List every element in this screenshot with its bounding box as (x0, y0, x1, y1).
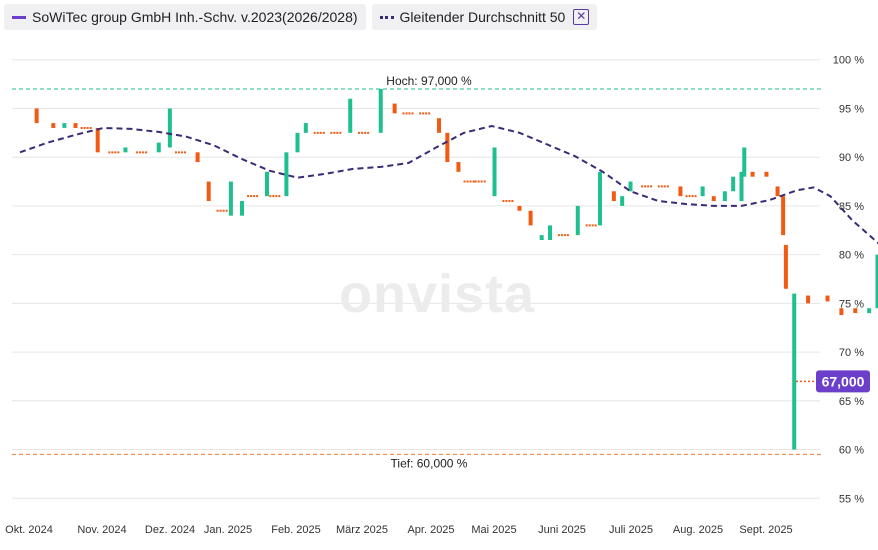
candle-down (853, 308, 858, 314)
candle-down (445, 132, 450, 163)
x-tick-label: Dez. 2024 (145, 524, 195, 536)
candle-up (700, 186, 705, 197)
candle-up (597, 171, 602, 226)
candle-down (825, 295, 830, 302)
instrument-label: SoWiTec group GmbH Inh.-Schv. v.2023(202… (32, 9, 358, 25)
candle-down (750, 171, 755, 177)
candle-up (875, 254, 878, 309)
candle-down (392, 103, 397, 114)
x-tick-label: Mai 2025 (471, 524, 516, 536)
last-price-value: 67,000 (822, 373, 865, 389)
candle-down (195, 152, 200, 163)
candle-up (739, 171, 744, 202)
x-tick-label: Feb. 2025 (271, 524, 321, 536)
candle-up (295, 132, 300, 153)
x-axis-labels: Okt. 2024 Nov. 2024 Dez. 2024 Jan. 2025 Feb.… (5, 524, 792, 536)
y-tick-label: 80 % (839, 250, 864, 262)
candle-down (764, 171, 769, 177)
grid (12, 59, 820, 499)
candle-down (73, 123, 78, 128)
candle-down (678, 186, 683, 197)
candle-up (123, 147, 128, 153)
candle-up (575, 205, 580, 236)
x-tick-label: Juli 2025 (609, 524, 653, 536)
candle-down (528, 210, 533, 226)
low-label: Tief: 60,000 % (391, 456, 468, 470)
candle-down (775, 186, 780, 197)
candle-down (34, 108, 39, 124)
candle-up (792, 293, 797, 450)
candle-down (711, 196, 716, 202)
y-axis-labels: 100 % 95 % 90 % 85 % 80 % 75 % 70 % 65 % 60 % 55 … (833, 55, 864, 506)
candle-down (206, 181, 211, 202)
candle-up (62, 123, 67, 128)
close-icon[interactable]: ✕ (573, 9, 590, 25)
x-tick-label: Okt. 2024 (5, 524, 53, 536)
y-tick-label: 75 % (839, 298, 864, 310)
candle-down (95, 127, 100, 153)
candle-down (51, 123, 56, 128)
candle-up (167, 108, 172, 148)
y-tick-label: 85 % (839, 201, 864, 213)
candle-up (303, 123, 308, 133)
y-tick-label: 55 % (839, 493, 864, 505)
moving-average-label: Gleitender Durchschnitt 50 (399, 9, 566, 25)
candle-up (548, 225, 553, 241)
instrument-color-swatch (12, 15, 26, 19)
y-tick-label: 90 % (839, 152, 864, 164)
candle-down (517, 205, 522, 211)
candle-up (742, 147, 747, 177)
candle-up (348, 98, 353, 133)
candle-up (722, 191, 727, 202)
moving-average-line (19, 124, 878, 245)
candle-down (839, 308, 844, 316)
candle-up (492, 147, 497, 197)
candle-down (806, 295, 811, 304)
legend: SoWiTec group GmbH Inh.-Schv. v.2023(202… (4, 4, 598, 30)
y-tick-label: 100 % (833, 55, 864, 67)
x-tick-label: Jan. 2025 (204, 524, 252, 536)
candle-down (437, 118, 442, 133)
moving-average-legend-chip[interactable]: Gleitender Durchschnitt 50 ✕ (371, 4, 598, 30)
candle-up (156, 142, 161, 153)
y-tick-label: 95 % (839, 103, 864, 115)
candle-up (240, 201, 244, 216)
reference-lines: Hoch: 97,000 % Tief: 60,000 % (12, 74, 822, 470)
x-tick-label: März 2025 (336, 524, 388, 536)
x-tick-label: Apr. 2025 (407, 524, 454, 536)
y-tick-label: 70 % (839, 347, 864, 359)
high-label: Hoch: 97,000 % (386, 74, 472, 88)
candle-up (228, 181, 233, 216)
candle-up (264, 171, 269, 197)
candle-down (611, 191, 616, 202)
candle-down (781, 196, 786, 236)
last-price-marker: 67,000 (796, 370, 870, 393)
candle-up (284, 152, 289, 197)
candle-down (456, 162, 461, 172)
candles (34, 88, 878, 450)
candle-up (378, 88, 383, 133)
candle-up (867, 308, 872, 314)
candle-up (731, 176, 736, 192)
y-tick-label: 60 % (839, 445, 864, 457)
x-tick-label: Aug. 2025 (673, 524, 723, 536)
candle-up (539, 235, 544, 241)
x-tick-label: Nov. 2024 (77, 524, 126, 536)
y-tick-label: 65 % (839, 396, 864, 408)
moving-average-color-swatch (379, 15, 394, 19)
candle-up (620, 196, 625, 206)
candle-up (628, 181, 633, 192)
instrument-legend-chip[interactable]: SoWiTec group GmbH Inh.-Schv. v.2023(202… (4, 4, 366, 30)
watermark: onvista (339, 264, 535, 324)
x-tick-label: Juni 2025 (538, 524, 586, 536)
last-price-badge (816, 370, 870, 393)
candle-down (783, 244, 788, 289)
x-tick-label: Sept. 2025 (739, 524, 792, 536)
